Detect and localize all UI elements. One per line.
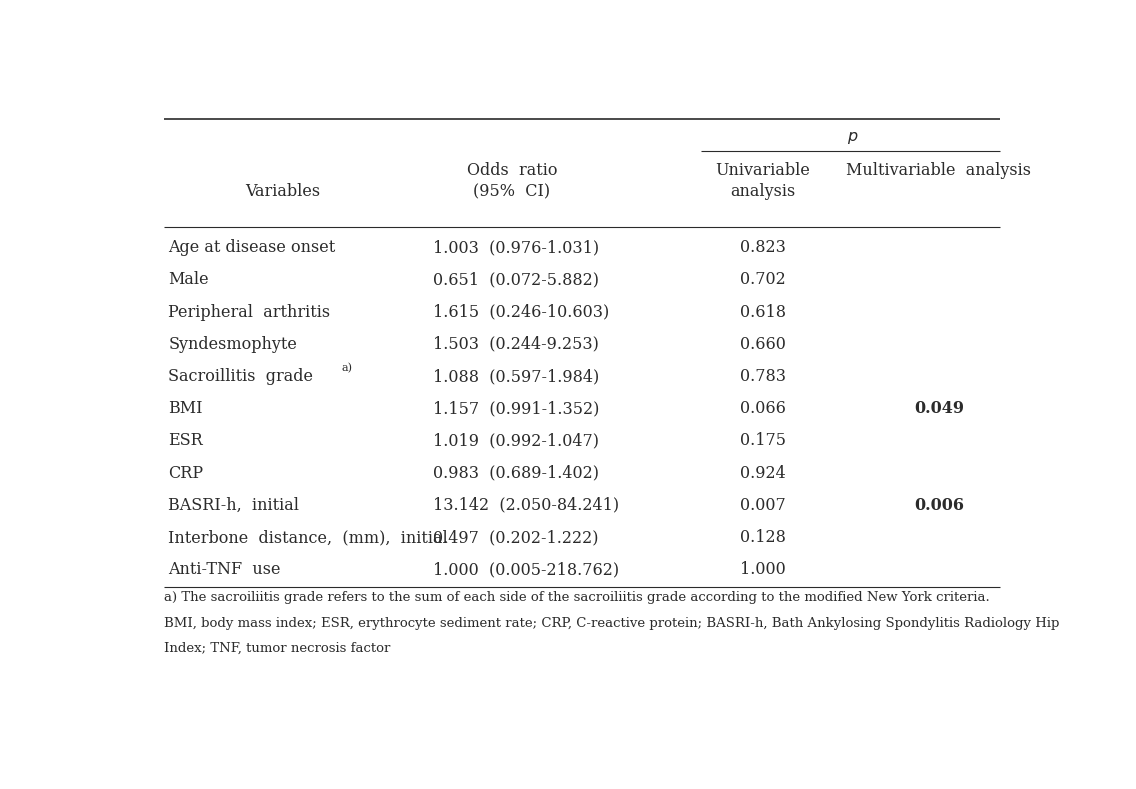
Text: 1.088  (0.597-1.984): 1.088 (0.597-1.984) <box>433 368 599 385</box>
Text: 0.175: 0.175 <box>740 432 786 450</box>
Text: 0.823: 0.823 <box>740 239 786 256</box>
Text: 1.003  (0.976-1.031): 1.003 (0.976-1.031) <box>433 239 599 256</box>
Text: Index; TNF, tumor necrosis factor: Index; TNF, tumor necrosis factor <box>164 642 391 655</box>
Text: Anti-TNF  use: Anti-TNF use <box>168 561 281 578</box>
Text: 0.049: 0.049 <box>913 400 963 417</box>
Text: Interbone  distance,  (mm),  initial: Interbone distance, (mm), initial <box>168 529 449 546</box>
Text: BMI, body mass index; ESR, erythrocyte sediment rate; CRP, C-reactive protein; B: BMI, body mass index; ESR, erythrocyte s… <box>164 617 1060 630</box>
Text: 1.503  (0.244-9.253): 1.503 (0.244-9.253) <box>433 336 599 353</box>
Text: Multivariable  analysis: Multivariable analysis <box>846 162 1031 179</box>
Text: CRP: CRP <box>168 465 203 481</box>
Text: 0.128: 0.128 <box>740 529 786 546</box>
Text: 0.651  (0.072-5.882): 0.651 (0.072-5.882) <box>433 271 599 289</box>
Text: Sacroillitis  grade: Sacroillitis grade <box>168 368 314 385</box>
Text: BASRI-h,  initial: BASRI-h, initial <box>168 497 300 514</box>
Text: 0.066: 0.066 <box>740 400 786 417</box>
Text: ESR: ESR <box>168 432 203 450</box>
Text: 1.000  (0.005-218.762): 1.000 (0.005-218.762) <box>433 561 619 578</box>
Text: 0.497  (0.202-1.222): 0.497 (0.202-1.222) <box>433 529 598 546</box>
Text: Syndesmophyte: Syndesmophyte <box>168 336 298 353</box>
Text: 0.660: 0.660 <box>740 336 786 353</box>
Text: 1.615  (0.246-10.603): 1.615 (0.246-10.603) <box>433 304 609 320</box>
Text: a) The sacroiliitis grade refers to the sum of each side of the sacroiliitis gra: a) The sacroiliitis grade refers to the … <box>164 591 989 604</box>
Text: a): a) <box>342 363 353 373</box>
Text: Odds  ratio: Odds ratio <box>467 162 557 179</box>
Text: Male: Male <box>168 271 209 289</box>
Text: $p$: $p$ <box>847 129 859 146</box>
Text: 0.783: 0.783 <box>740 368 786 385</box>
Text: Peripheral  arthritis: Peripheral arthritis <box>168 304 331 320</box>
Text: 1.000: 1.000 <box>740 561 786 578</box>
Text: 0.983  (0.689-1.402): 0.983 (0.689-1.402) <box>433 465 599 481</box>
Text: 1.157  (0.991-1.352): 1.157 (0.991-1.352) <box>433 400 599 417</box>
Text: 0.006: 0.006 <box>913 497 963 514</box>
Text: 13.142  (2.050-84.241): 13.142 (2.050-84.241) <box>433 497 619 514</box>
Text: Univariable: Univariable <box>716 162 810 179</box>
Text: 1.019  (0.992-1.047): 1.019 (0.992-1.047) <box>433 432 599 450</box>
Text: 0.924: 0.924 <box>740 465 786 481</box>
Text: (95%  CI): (95% CI) <box>474 183 550 200</box>
Text: analysis: analysis <box>730 183 795 200</box>
Text: Age at disease onset: Age at disease onset <box>168 239 335 256</box>
Text: BMI: BMI <box>168 400 203 417</box>
Text: 0.702: 0.702 <box>740 271 786 289</box>
Text: 0.618: 0.618 <box>740 304 786 320</box>
Text: Variables: Variables <box>245 183 320 200</box>
Text: 0.007: 0.007 <box>740 497 786 514</box>
